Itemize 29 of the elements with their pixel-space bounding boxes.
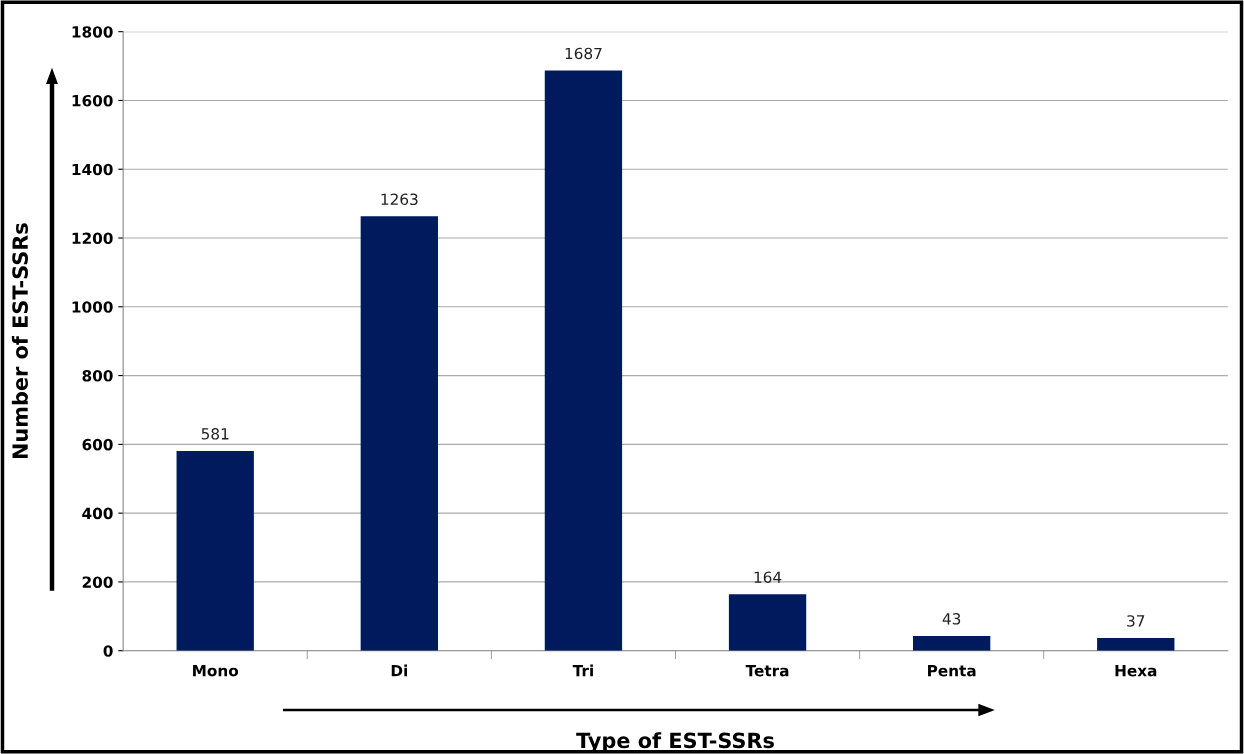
y-tick-label: 600 — [82, 438, 113, 451]
y-tick-label: 1800 — [72, 26, 113, 38]
x-tick-label: Mono — [193, 665, 239, 677]
x-tick-label: Hexa — [1115, 665, 1157, 677]
y-tick-label: 800 — [82, 370, 113, 382]
data-label: 1687 — [565, 47, 602, 60]
bar — [728, 594, 807, 651]
data-label: 37 — [1127, 615, 1145, 627]
bar — [1097, 637, 1175, 651]
data-label: 164 — [754, 571, 782, 584]
y-tick-label: 1000 — [72, 301, 113, 313]
y-tick-label: 400 — [82, 507, 113, 520]
bar — [176, 450, 254, 651]
x-tick-label: Di — [391, 664, 407, 677]
y-tick-label: 1200 — [72, 232, 113, 245]
bar — [544, 70, 623, 651]
bar — [360, 216, 438, 651]
y-tick-label: 200 — [82, 576, 113, 588]
x-tick-label: Penta — [928, 665, 976, 677]
y-tick-label: 1600 — [72, 94, 113, 107]
x-tick-label: Tri — [572, 664, 593, 677]
data-label: 581 — [201, 428, 229, 440]
x-tick-label: Tetra — [745, 665, 789, 677]
data-label: 1263 — [381, 193, 418, 206]
data-label: 43 — [942, 613, 961, 625]
bar — [913, 635, 991, 651]
y-axis-title: Number of EST-SSRs — [11, 223, 28, 459]
y-tick-label: 0 — [103, 645, 113, 657]
y-tick-label: 1400 — [72, 163, 113, 176]
